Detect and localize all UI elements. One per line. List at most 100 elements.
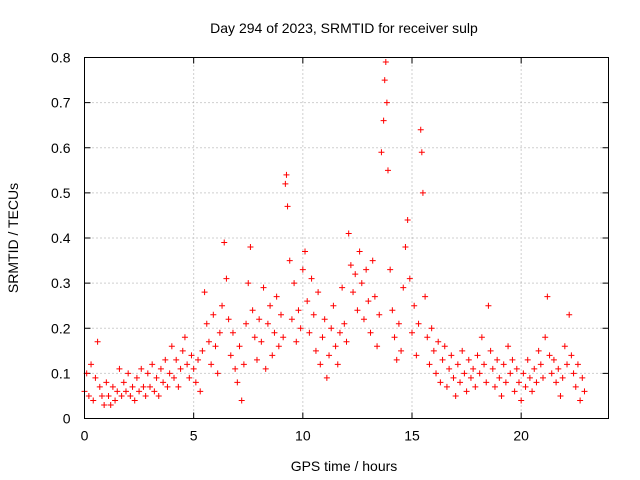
y-tick-label: 0.3 [51, 275, 71, 291]
y-tick-label: 0.7 [51, 95, 71, 111]
data-point [336, 329, 343, 336]
data-point [264, 320, 271, 327]
data-point [463, 388, 470, 395]
data-point [319, 334, 326, 341]
y-tick-label: 0 [63, 411, 71, 427]
data-point [269, 352, 276, 359]
data-point [107, 401, 114, 408]
data-point [197, 388, 204, 395]
data-point [478, 334, 485, 341]
data-point [435, 338, 442, 345]
data-point [247, 244, 254, 251]
data-point [157, 365, 164, 372]
data-point [243, 320, 250, 327]
data-point [570, 370, 577, 377]
x-tick-label: 5 [190, 428, 198, 444]
data-point [240, 361, 247, 368]
data-point [395, 320, 402, 327]
data-point [171, 374, 178, 381]
data-point [535, 347, 542, 354]
data-point [467, 374, 474, 381]
data-point [173, 356, 180, 363]
data-point [544, 293, 551, 300]
data-point [181, 334, 188, 341]
data-point [441, 343, 448, 350]
data-point [579, 374, 586, 381]
data-point [483, 379, 490, 386]
data-point [481, 361, 488, 368]
data-point [418, 149, 425, 156]
data-point [428, 325, 435, 332]
data-point [315, 289, 322, 296]
data-point [232, 365, 239, 372]
data-point [424, 334, 431, 341]
data-point [389, 307, 396, 314]
data-point [358, 280, 365, 287]
data-point [352, 271, 359, 278]
data-point [450, 374, 457, 381]
data-point [542, 334, 549, 341]
data-point [382, 59, 389, 66]
data-point [112, 397, 119, 404]
data-point [312, 347, 319, 354]
data-point [411, 302, 418, 309]
data-point [251, 334, 258, 341]
data-point [417, 126, 424, 133]
data-point [153, 374, 160, 381]
data-point [459, 347, 466, 354]
data-point [347, 262, 354, 269]
data-point [326, 352, 333, 359]
data-point [452, 392, 459, 399]
data-point [356, 248, 363, 255]
data-point [131, 397, 138, 404]
data-point [155, 392, 162, 399]
data-point [199, 347, 206, 354]
data-point [433, 370, 440, 377]
data-point [299, 266, 306, 273]
data-point [518, 397, 525, 404]
data-point [98, 392, 105, 399]
data-point [339, 284, 346, 291]
data-point [343, 338, 350, 345]
data-point [426, 361, 433, 368]
data-point [238, 397, 245, 404]
x-axis-label: GPS time / hours [291, 458, 398, 474]
data-point [216, 329, 223, 336]
data-point [409, 329, 415, 336]
data-point [557, 392, 564, 399]
data-point [203, 320, 210, 327]
data-point [221, 239, 228, 246]
data-point [186, 374, 193, 381]
data-point [413, 352, 420, 359]
y-tick-label: 0.5 [51, 185, 71, 201]
data-point [496, 374, 503, 381]
data-point [317, 361, 324, 368]
data-point [120, 379, 127, 386]
data-point [537, 361, 544, 368]
data-point [391, 334, 398, 341]
data-point [328, 325, 335, 332]
data-point [564, 361, 571, 368]
data-point [553, 379, 560, 386]
data-point [494, 356, 501, 363]
data-point [365, 298, 372, 305]
data-point [94, 338, 101, 345]
data-point [384, 167, 391, 174]
data-points [81, 59, 588, 408]
data-point [380, 117, 387, 124]
data-point [454, 361, 461, 368]
data-point [367, 329, 374, 336]
data-point [149, 361, 156, 368]
data-point [125, 370, 132, 377]
data-point [437, 379, 444, 386]
data-point [439, 356, 446, 363]
data-point [387, 266, 394, 273]
data-point [190, 365, 197, 372]
data-point [323, 374, 330, 381]
data-point [133, 374, 140, 381]
data-point [505, 343, 512, 350]
data-point [381, 77, 388, 84]
data-point [267, 302, 274, 309]
